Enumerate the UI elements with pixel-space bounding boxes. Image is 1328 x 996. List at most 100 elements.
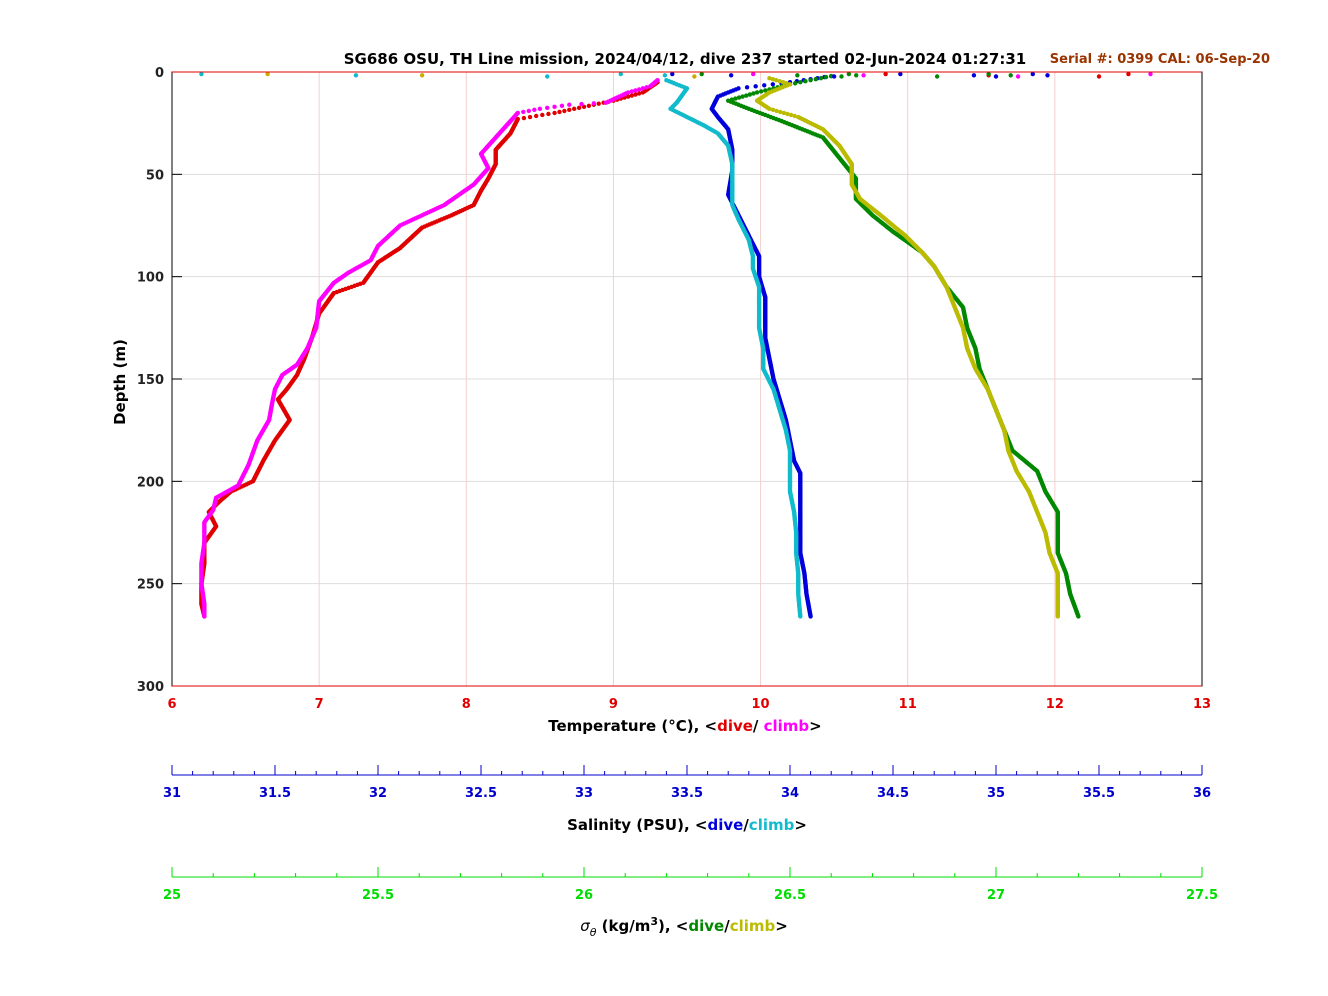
grid-lines [172, 72, 1202, 686]
density-label-suffix: > [775, 917, 788, 935]
salinity-axis: 31 31.5 32 32.5 33 33.5 34 34.5 35 35.5 36 [163, 765, 1211, 801]
surface-dots [751, 71, 1153, 79]
density-label-sigma: σ [580, 917, 590, 935]
salinity-tick-label: 33.5 [671, 786, 703, 801]
temperature-tick-label: 9 [609, 697, 618, 712]
surface-dot [993, 74, 999, 79]
surface-dot [692, 74, 697, 79]
salinity-dive-series [709, 73, 834, 619]
temperature-label-prefix: Temperature (°C), < [548, 717, 717, 735]
surface-dot [883, 71, 888, 77]
surface-dot [1030, 71, 1035, 77]
temperature-tick-label: 7 [315, 697, 324, 712]
surface-dot [898, 71, 903, 77]
temperature-axis: 6 7 8 9 10 11 12 13 [167, 71, 1211, 712]
temperature-tick-label: 6 [167, 697, 176, 712]
surface-dot [1096, 74, 1102, 79]
density-tick-label: 26.5 [774, 888, 806, 903]
salinity-tick-label: 31 [163, 786, 181, 801]
temperature-tick-label: 10 [752, 697, 770, 712]
temperature-tick-label: 8 [462, 697, 471, 712]
surface-dots [883, 71, 1131, 79]
data-point [803, 79, 808, 84]
data-point [633, 88, 638, 93]
data-point [813, 76, 818, 82]
data-point [733, 96, 738, 101]
surface-dot [971, 73, 977, 78]
data-point [774, 108, 779, 114]
data-point [792, 81, 798, 86]
surface-dot [670, 71, 675, 77]
data-point [740, 94, 745, 99]
data-point [545, 105, 550, 111]
data-point [747, 92, 753, 97]
surface-dot [419, 73, 425, 78]
density-label-dive: dive [688, 917, 724, 935]
temperature-tick-label: 11 [899, 697, 917, 712]
data-point [780, 80, 786, 85]
surface-dot [662, 73, 668, 78]
temperature-label-climb: climb [764, 717, 810, 735]
density-label-sup: 3 [650, 915, 658, 928]
temperature-dive-series [199, 80, 660, 619]
data-point [777, 79, 782, 84]
salinity-label-climb: climb [749, 816, 795, 834]
data-point [552, 104, 557, 109]
y-tick-label: 100 [137, 271, 164, 286]
y-axis-label: Depth (m) [111, 339, 129, 425]
data-point [758, 89, 764, 94]
data-point [532, 107, 537, 113]
salinity-tick-label: 33 [575, 786, 593, 801]
y-tick-label: 300 [137, 680, 164, 695]
salinity-tick-label: 35 [987, 786, 1005, 801]
salinity-axis-label: Salinity (PSU), <dive/climb> [567, 816, 807, 834]
surface-dot [1045, 73, 1050, 78]
surface-dot [854, 73, 859, 78]
density-axis: 25 25.5 26 26.5 27 27.5 [163, 867, 1218, 903]
surface-dot [199, 71, 204, 77]
y-tick-label: 250 [137, 578, 164, 593]
data-point [571, 106, 577, 112]
data-point [629, 89, 635, 94]
data-point [636, 91, 642, 96]
data-point [586, 103, 592, 108]
data-point [579, 101, 584, 107]
surface-dots [265, 71, 697, 79]
data-point [636, 87, 642, 92]
data-point [576, 105, 582, 111]
data-point [767, 106, 772, 112]
data-point [521, 115, 527, 121]
surface-dots [699, 71, 1013, 79]
salinity-climb-series [664, 77, 803, 619]
surface-dot [861, 73, 866, 78]
density-axis-label: σθ (kg/m3), <dive/climb> [580, 915, 788, 939]
data-point [798, 80, 803, 85]
y-tick-label: 150 [137, 373, 164, 388]
surface-dot [1148, 71, 1153, 77]
density-tick-label: 27 [987, 888, 1005, 903]
data-point [559, 103, 565, 108]
surface-dot [846, 71, 852, 77]
surface-dot [545, 74, 550, 79]
density-tick-label: 25 [163, 888, 181, 903]
surface-dots [670, 71, 1050, 79]
data-point [202, 614, 207, 619]
data-point [625, 94, 631, 99]
data-point [808, 614, 813, 619]
data-point [781, 110, 787, 116]
density-label-units: (kg/m [596, 917, 650, 935]
temperature-label-sep: / [753, 717, 764, 735]
data-point [557, 109, 562, 115]
density-label-sep: / [724, 917, 730, 935]
data-point [770, 107, 776, 113]
temperature-label-suffix: > [809, 717, 822, 735]
data-point [1076, 614, 1081, 619]
data-point [818, 75, 824, 81]
data-point [633, 92, 638, 97]
density-tick-label: 26 [575, 888, 593, 903]
density-tick-label: 27.5 [1186, 888, 1218, 903]
density-dive-series [726, 73, 1081, 619]
data-point [785, 111, 790, 117]
data-point [567, 107, 572, 113]
density-tick-label: 25.5 [362, 888, 394, 903]
